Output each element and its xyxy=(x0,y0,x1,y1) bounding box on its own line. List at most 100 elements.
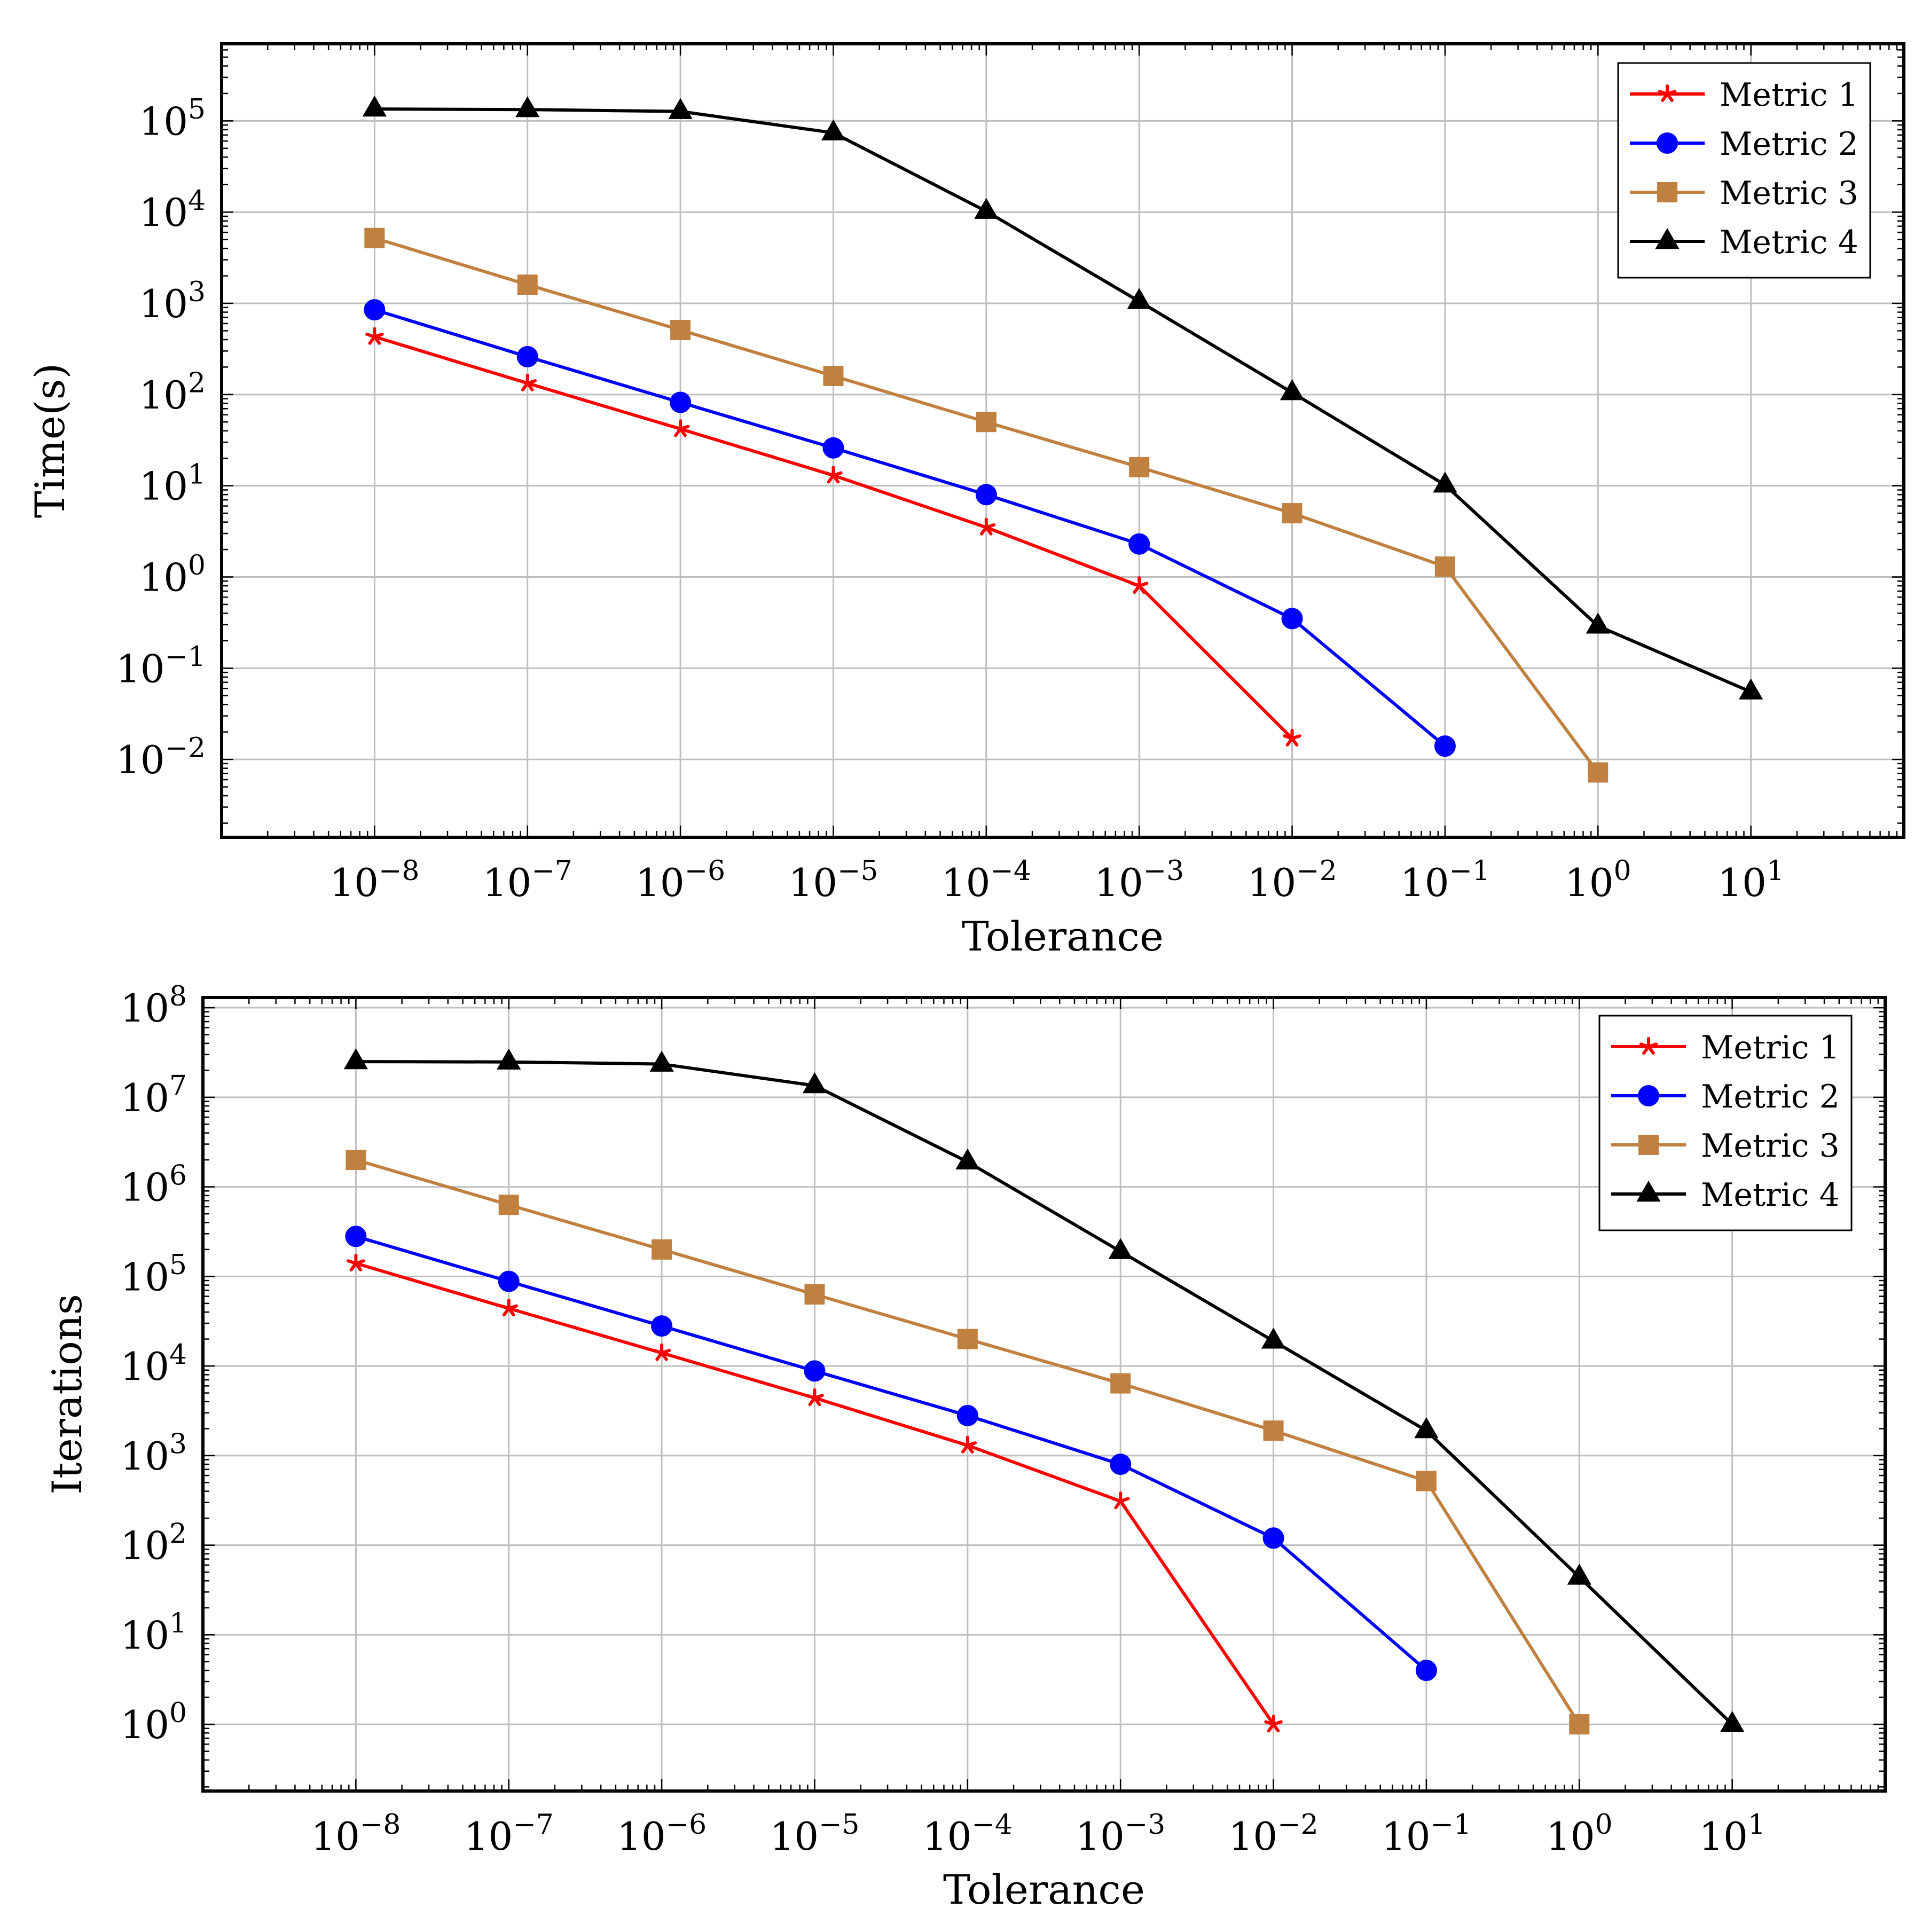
series-metric-4 xyxy=(343,1048,1745,1732)
x-tick-label: 10−7 xyxy=(464,1809,554,1859)
y-tick-label: 10−2 xyxy=(116,732,206,782)
legend-label: Metric 3 xyxy=(1701,1127,1840,1165)
star-marker-arm xyxy=(671,425,682,431)
data-point xyxy=(823,365,844,386)
legend-marker xyxy=(1638,1135,1659,1155)
data-point xyxy=(517,274,538,295)
data-point xyxy=(1108,1238,1133,1259)
x-axis-title: Tolerance xyxy=(943,1866,1145,1913)
data-point xyxy=(1739,678,1763,700)
legend-item-1: Metric 1 xyxy=(1611,1029,1840,1066)
data-point xyxy=(958,1435,977,1454)
data-point xyxy=(1433,472,1457,493)
y-tick-label: 103 xyxy=(139,276,206,326)
legend-marker xyxy=(1658,84,1677,103)
x-tick-label: 10−8 xyxy=(329,855,419,905)
data-point xyxy=(518,373,537,391)
y-tick-label: 104 xyxy=(139,185,206,235)
series-metric-1 xyxy=(347,1253,1283,1733)
y-tick-label: 10−1 xyxy=(116,641,206,691)
data-point xyxy=(1264,1715,1283,1733)
legend-marker xyxy=(1638,1085,1659,1106)
x-tick-label: 10−4 xyxy=(923,1809,1013,1859)
x-tick-label: 10−1 xyxy=(1382,1809,1471,1859)
x-tick-label: 10−7 xyxy=(483,855,572,905)
grid xyxy=(222,44,1904,837)
x-tick-label: 10−2 xyxy=(1248,855,1337,905)
data-point xyxy=(1567,1564,1591,1585)
legend-item-1: Metric 1 xyxy=(1630,76,1858,114)
data-point xyxy=(343,1048,368,1070)
data-point xyxy=(364,299,386,321)
data-point xyxy=(802,1072,827,1094)
series-metric-3 xyxy=(346,1150,1590,1735)
legend-item-3: Metric 3 xyxy=(1630,175,1858,212)
star-marker-arm xyxy=(1264,1720,1275,1726)
y-tick-label: 100 xyxy=(120,1697,187,1747)
y-tick-label: 101 xyxy=(139,458,206,508)
series-metric-2 xyxy=(345,1226,1437,1682)
data-point xyxy=(822,437,844,459)
series-metric-2 xyxy=(364,299,1456,757)
data-point xyxy=(1586,612,1610,634)
data-point xyxy=(974,198,999,219)
y-tick-label: 107 xyxy=(120,1070,187,1120)
data-point xyxy=(804,1284,825,1305)
chart-panel-2: 10−8 10−7 10−6 10−5 10−4 10−3 10−2 10−1 100 101 10… xyxy=(43,980,1887,1913)
legend-label: Metric 1 xyxy=(1720,76,1858,114)
legend-item-2: Metric 2 xyxy=(1630,125,1858,163)
data-point xyxy=(668,98,693,119)
data-point xyxy=(649,1050,674,1072)
legend-marker xyxy=(1655,227,1680,249)
plot-frame xyxy=(220,42,1905,839)
star-marker-arm xyxy=(1639,1042,1650,1048)
data-point xyxy=(498,1195,519,1215)
data-point xyxy=(1129,576,1149,594)
legend-marker xyxy=(1657,182,1677,202)
y-tick-label: 102 xyxy=(139,367,206,418)
x-tick-label: 10−6 xyxy=(636,855,725,905)
data-point xyxy=(1263,1420,1284,1441)
y-tick-label: 102 xyxy=(120,1518,187,1568)
data-point xyxy=(347,1253,365,1271)
legend: Metric 1 Metric 2 Metric 3 Metric 4 xyxy=(1598,1015,1853,1231)
data-point xyxy=(515,96,540,117)
grid xyxy=(203,998,1885,1791)
data-point xyxy=(346,1150,366,1171)
data-point xyxy=(1128,533,1150,555)
y-tick-label: 104 xyxy=(120,1339,187,1389)
series-metric-3 xyxy=(364,227,1609,783)
legend-label: Metric 2 xyxy=(1701,1078,1840,1116)
y-tick-label: 105 xyxy=(120,1249,187,1299)
series-line xyxy=(356,1060,1733,1726)
data-point xyxy=(1569,1714,1590,1735)
legend-label: Metric 2 xyxy=(1720,125,1858,163)
x-tick-label: 10−1 xyxy=(1400,855,1490,905)
x-tick-label: 10−2 xyxy=(1229,1809,1319,1859)
x-tick-label: 101 xyxy=(1717,855,1784,905)
data-point xyxy=(804,1360,826,1382)
legend-item-4: Metric 4 xyxy=(1611,1176,1840,1214)
data-point xyxy=(1414,1417,1439,1439)
data-point xyxy=(956,1404,978,1426)
star-marker-arm xyxy=(958,1441,969,1447)
star-marker-arm xyxy=(652,1348,664,1355)
data-point xyxy=(805,1388,824,1407)
data-point xyxy=(1415,1660,1437,1682)
data-point xyxy=(975,484,997,506)
x-tick-label: 10−5 xyxy=(788,855,878,905)
data-point xyxy=(1261,1328,1286,1349)
x-tick-label: 100 xyxy=(1565,855,1631,905)
data-point xyxy=(1110,1373,1131,1394)
legend-label: Metric 1 xyxy=(1701,1029,1840,1066)
data-point xyxy=(1588,762,1609,783)
data-point xyxy=(1262,1527,1284,1549)
series-metric-4 xyxy=(362,95,1763,700)
data-point xyxy=(1280,379,1305,400)
series-metric-1 xyxy=(365,327,1301,747)
data-point xyxy=(1434,556,1455,577)
y-tick-label: 101 xyxy=(120,1607,187,1658)
star-marker-arm xyxy=(499,1304,511,1310)
data-point xyxy=(1282,503,1303,524)
